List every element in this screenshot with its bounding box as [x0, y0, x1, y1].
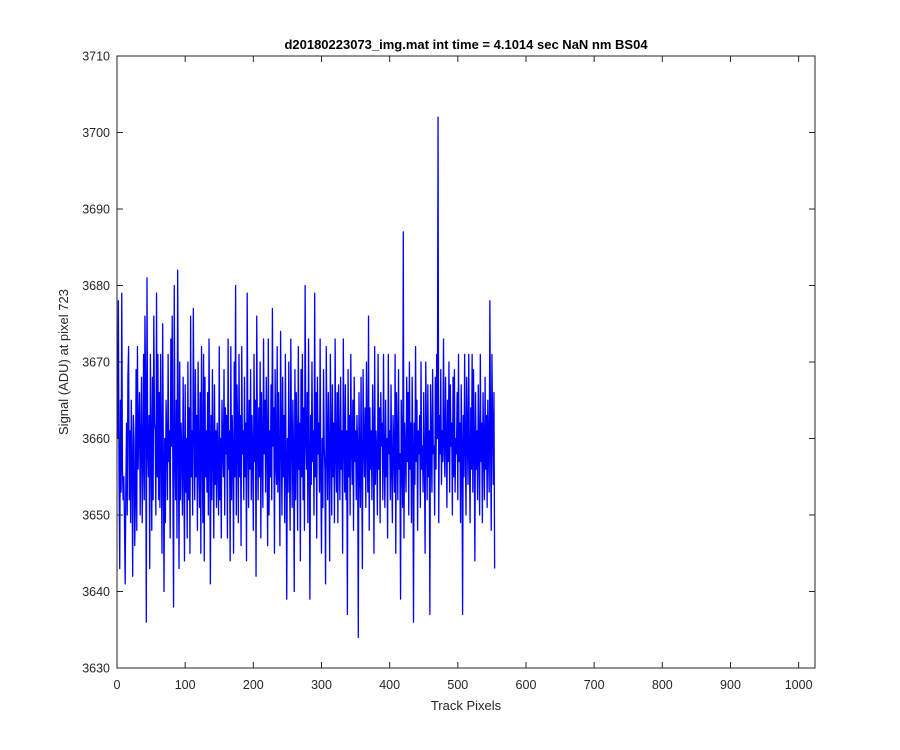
x-tick-label: 0 — [114, 678, 121, 692]
x-tick-label: 200 — [243, 678, 264, 692]
x-tick-label: 1000 — [785, 678, 813, 692]
x-axis-label: Track Pixels — [431, 698, 502, 713]
y-tick-label: 3690 — [82, 203, 110, 217]
y-tick-label: 3630 — [82, 662, 110, 676]
y-axis-ticks: 3630 3640 3650 3660 3670 3680 3690 3700 3710 — [82, 50, 815, 676]
x-tick-label: 400 — [379, 678, 400, 692]
y-tick-label: 3650 — [82, 509, 110, 523]
y-tick-label: 3670 — [82, 356, 110, 370]
x-tick-label: 800 — [652, 678, 673, 692]
y-tick-label: 3680 — [82, 279, 110, 293]
x-tick-label: 900 — [720, 678, 741, 692]
y-tick-label: 3710 — [82, 50, 110, 64]
y-tick-label: 3700 — [82, 126, 110, 140]
series-line-0 — [117, 116, 496, 639]
x-tick-label: 500 — [447, 678, 468, 692]
y-tick-label: 3660 — [82, 432, 110, 446]
data-layer — [117, 116, 496, 639]
plot-area — [117, 56, 815, 668]
x-tick-label: 100 — [175, 678, 196, 692]
x-tick-label: 600 — [516, 678, 537, 692]
x-axis-ticks: 0 100 200 300 400 500 600 700 800 900 1000 — [114, 56, 813, 692]
x-tick-label: 700 — [584, 678, 605, 692]
y-tick-label: 3640 — [82, 585, 110, 599]
chart-title: d20180223073_img.mat int time = 4.1014 s… — [284, 37, 648, 52]
x-tick-label: 300 — [311, 678, 332, 692]
y-axis-label: Signal (ADU) at pixel 723 — [56, 289, 71, 435]
